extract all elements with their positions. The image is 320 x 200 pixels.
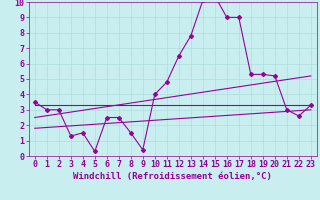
X-axis label: Windchill (Refroidissement éolien,°C): Windchill (Refroidissement éolien,°C) bbox=[73, 172, 272, 181]
